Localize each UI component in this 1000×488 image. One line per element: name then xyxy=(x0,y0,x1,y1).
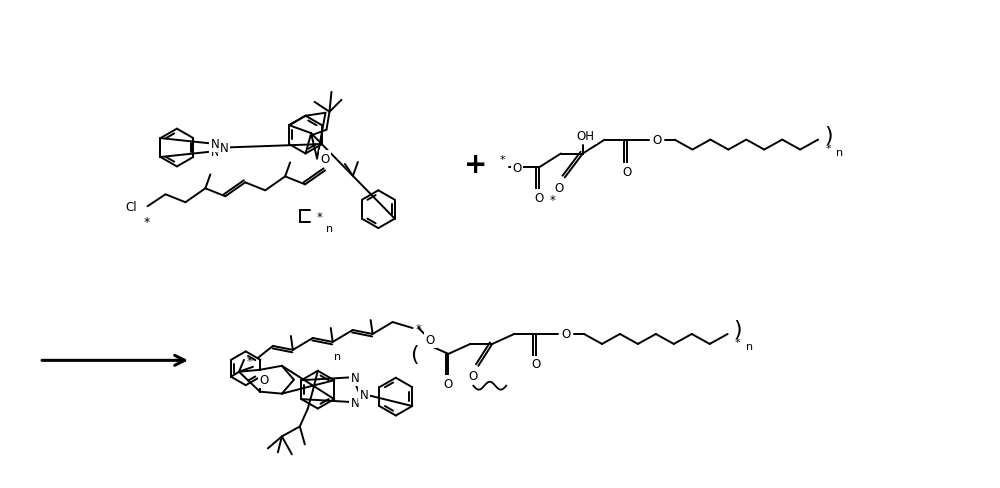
Text: O: O xyxy=(622,165,631,179)
Text: n: n xyxy=(746,341,753,351)
Text: n: n xyxy=(334,351,341,361)
Text: O: O xyxy=(534,191,544,204)
Text: N: N xyxy=(350,371,359,384)
Text: O: O xyxy=(320,153,330,165)
Text: *: * xyxy=(499,155,505,165)
Text: N: N xyxy=(359,388,368,401)
Text: O: O xyxy=(561,328,571,341)
Text: n: n xyxy=(836,147,844,157)
Text: O: O xyxy=(652,134,661,147)
Text: ): ) xyxy=(733,319,742,339)
Text: O: O xyxy=(469,369,478,383)
Text: N: N xyxy=(211,145,219,159)
Text: (: ( xyxy=(410,344,419,364)
Text: N: N xyxy=(220,142,228,155)
Text: *: * xyxy=(825,143,831,153)
Text: O: O xyxy=(259,373,269,386)
Text: (: ( xyxy=(485,156,493,176)
Text: *: * xyxy=(735,337,740,347)
Text: ): ) xyxy=(824,125,832,145)
Text: O: O xyxy=(554,182,563,194)
Text: N: N xyxy=(350,396,359,409)
Text: *: * xyxy=(416,322,421,335)
Text: O: O xyxy=(532,358,541,370)
Text: Cl: Cl xyxy=(126,200,137,213)
Text: *: * xyxy=(247,355,253,367)
Text: O: O xyxy=(512,162,522,175)
Text: O: O xyxy=(426,334,435,347)
Text: n: n xyxy=(326,224,334,234)
Text: *: * xyxy=(317,210,323,223)
Text: *: * xyxy=(143,215,150,228)
Text: O: O xyxy=(444,377,453,390)
Text: *: * xyxy=(550,193,556,206)
Text: N: N xyxy=(211,138,219,151)
Text: +: + xyxy=(464,151,488,179)
Text: OH: OH xyxy=(577,130,595,143)
